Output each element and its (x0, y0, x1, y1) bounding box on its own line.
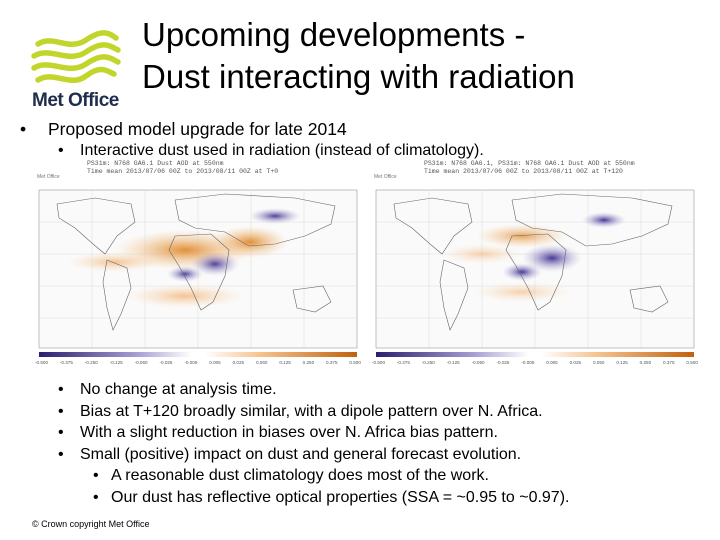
bullet-dot: • (93, 488, 99, 506)
colorbar-tick: -0.500 (372, 360, 386, 365)
list-item: • Our dust has reflective optical propert… (93, 487, 569, 509)
colorbar-tick: -0.375 (59, 360, 73, 365)
colorbar-tick: -0.250 (84, 360, 98, 365)
findings-list: • No change at analysis time. • Bias at T+… (58, 379, 543, 465)
colorbar (376, 352, 694, 357)
colorbar-tick: 0.025 (232, 360, 245, 365)
map-panel-t0: PS31m: N768 GA6.1 Dust AOD at 550nm Time… (35, 160, 361, 370)
colorbar-tick: 0.125 (616, 360, 628, 365)
map-header-line-1: PS31m: N768 GA6.1, PS31m: N768 GA6.1 Dus… (424, 160, 635, 167)
colorbar-tick: 0.375 (663, 360, 675, 365)
colorbar-tick: 0.250 (639, 360, 652, 365)
colorbar-tick: 0.005 (546, 360, 558, 365)
map-header-line-2: Time mean 2013/07/06 00Z to 2013/08/11 0… (424, 167, 623, 175)
list-item-text: With a slight reduction in biases over N… (80, 424, 498, 442)
list-item-text: Bias at T+120 broadly similar, with a di… (80, 402, 543, 420)
bullet-dot: • (20, 119, 27, 139)
met-office-logo: Met Office (28, 30, 124, 114)
colorbar-tick: 0.375 (326, 360, 338, 365)
footer-copyright: © Crown copyright Met Office (32, 519, 150, 529)
colorbar-tick: -0.005 (184, 360, 198, 365)
list-item: • A reasonable dust climatology does most… (93, 465, 569, 487)
list-item-text: Small (positive) impact on dust and gene… (80, 445, 522, 463)
map-tag: Met Office (37, 174, 60, 180)
map-header: PS31m: N768 GA6.1 Dust AOD at 550nm Time… (87, 160, 278, 175)
colorbar-ticks: -0.500 -0.375 -0.250 -0.125 -0.050 -0.02… (372, 360, 698, 365)
bullet-dot: • (58, 381, 64, 398)
colorbar-tick: 0.250 (302, 360, 315, 365)
title-line-2: Dust interacting with radiation (142, 58, 575, 95)
main-bullet: • Proposed model upgrade for late 2014 (20, 119, 347, 140)
sub-bullet: • Interactive dust used in radiation (ins… (58, 142, 484, 160)
list-item-text: No change at analysis time. (80, 381, 277, 398)
colorbar-tick: -0.375 (396, 360, 410, 365)
colorbar-tick: 0.500 (349, 360, 361, 365)
list-item: • No change at analysis time. (58, 379, 543, 401)
title-line-1: Upcoming developments - (142, 16, 526, 53)
colorbar-tick: -0.005 (521, 360, 535, 365)
colorbar-tick: 0.050 (255, 360, 268, 365)
colorbar-tick: -0.125 (446, 360, 460, 365)
findings-sub-list: • A reasonable dust climatology does most… (93, 465, 569, 508)
map-panel-t120: PS31m: N768 GA6.1, PS31m: N768 GA6.1 Dus… (372, 160, 698, 370)
logo-text: Met Office (32, 90, 119, 111)
colorbar-tick: 0.025 (569, 360, 582, 365)
colorbar-tick: -0.025 (159, 360, 173, 365)
met-office-wave-icon (31, 30, 121, 84)
map-header-line-1: PS31m: N768 GA6.1 Dust AOD at 550nm (87, 160, 224, 167)
list-item-text: Our dust has reflective optical properti… (111, 488, 570, 506)
map-tag: Met Office (374, 174, 397, 180)
colorbar-tick: -0.125 (109, 360, 123, 365)
colorbar-ticks: -0.500 -0.375 -0.250 -0.125 -0.050 -0.02… (35, 360, 361, 365)
list-item-text: A reasonable dust climatology does most … (111, 467, 489, 484)
colorbar-tick: -0.050 (134, 360, 148, 365)
dust-difference-map (375, 189, 695, 349)
dust-difference-map (38, 189, 358, 349)
bullet-dot: • (58, 445, 64, 463)
colorbar-tick: -0.250 (421, 360, 435, 365)
list-item: • Small (positive) impact on dust and gen… (58, 444, 543, 466)
bullet-dot: • (58, 402, 64, 420)
bullet-dot: • (58, 142, 64, 159)
list-item: • With a slight reduction in biases over … (58, 422, 543, 444)
bullet-dot: • (93, 467, 99, 484)
colorbar-tick: -0.500 (35, 360, 49, 365)
colorbar-tick: 0.125 (279, 360, 291, 365)
colorbar-tick: 0.005 (209, 360, 221, 365)
bullet-dot: • (58, 424, 64, 442)
colorbar-tick: 0.500 (686, 360, 698, 365)
colorbar-tick: 0.050 (592, 360, 605, 365)
main-bullet-text: Proposed model upgrade for late 2014 (48, 119, 347, 139)
map-header-line-2: Time mean 2013/07/06 00Z to 2013/08/11 0… (87, 167, 279, 175)
map-header: PS31m: N768 GA6.1, PS31m: N768 GA6.1 Dus… (424, 160, 635, 175)
sub-bullet-text: Interactive dust used in radiation (inst… (80, 142, 484, 159)
list-item: • Bias at T+120 broadly similar, with a d… (58, 401, 543, 423)
colorbar-tick: -0.050 (471, 360, 485, 365)
colorbar (39, 352, 357, 357)
colorbar-tick: -0.025 (496, 360, 510, 365)
slide-title: Upcoming developments - Dust interacting… (142, 14, 702, 98)
